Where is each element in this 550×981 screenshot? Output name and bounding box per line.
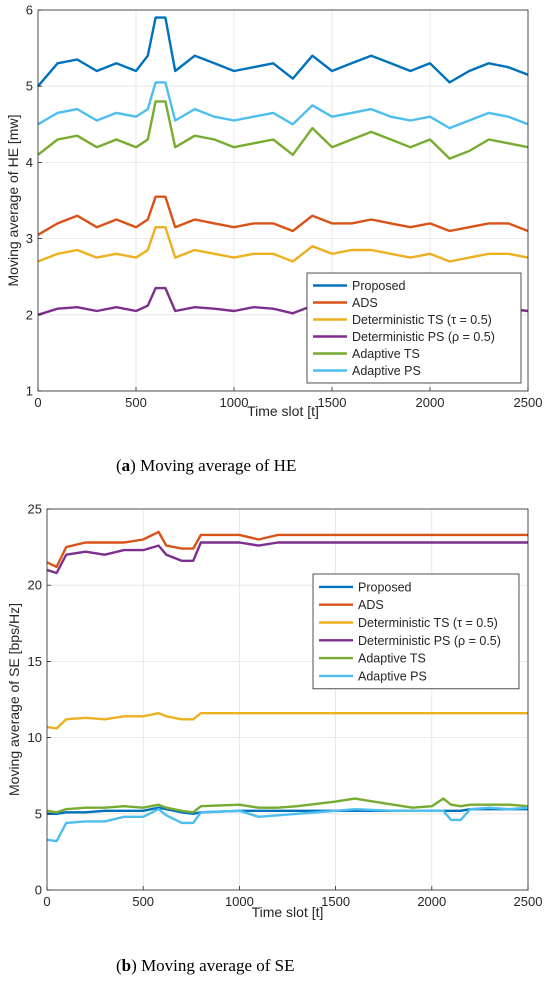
x-tick-label: 500 (132, 894, 154, 909)
legend-label-5: Adaptive PS (352, 364, 421, 378)
legend-label-3: Deterministic PS (ρ = 0.5) (358, 634, 501, 648)
legend-label-0: Proposed (352, 279, 406, 293)
legend-label-3: Deterministic PS (ρ = 0.5) (352, 330, 495, 344)
series-line-2 (37, 225, 529, 263)
legend-label-1: ADS (358, 598, 384, 612)
axes-box (46, 508, 529, 891)
y-tick-label: 0 (35, 883, 42, 898)
x-tick-label: 1000 (225, 894, 254, 909)
y-tick-label: 3 (26, 231, 33, 246)
x-tick-label: 1000 (220, 395, 249, 410)
y-tick-label: 5 (35, 806, 42, 821)
series-line-5 (37, 81, 529, 130)
legend-label-2: Deterministic TS (τ = 0.5) (358, 616, 498, 630)
x-tick-label: 1500 (321, 894, 350, 909)
caption-se: (b) Moving average of SE (116, 956, 295, 975)
series-line-0 (37, 16, 529, 87)
caption-he: (a) Moving average of HE (116, 456, 296, 475)
plot-area (47, 509, 528, 890)
series-line-3 (46, 541, 528, 575)
legend-label-4: Adaptive TS (352, 347, 420, 361)
legend-box (312, 573, 520, 690)
y-axis-label: Moving average of HE [mw] (5, 115, 21, 287)
x-tick-label: 500 (125, 395, 147, 410)
x-tick-label: 0 (34, 395, 41, 410)
x-tick-label: 2500 (514, 395, 543, 410)
chart-se: 0 500 1000 1500 2000 2500 0 5 10 15 20 25 Time slot … (6, 502, 542, 921)
x-axis-label: Time slot [t] (252, 904, 324, 920)
x-tick-label: 0 (43, 894, 50, 909)
legend-label-2: Deterministic TS (τ = 0.5) (352, 313, 492, 327)
legend-label-5: Adaptive PS (358, 669, 427, 683)
y-tick-label: 2 (26, 307, 33, 322)
y-tick-label: 10 (28, 730, 42, 745)
series-line-1 (46, 530, 528, 569)
x-tick-label: 2000 (416, 395, 445, 410)
y-tick-label: 6 (26, 3, 33, 18)
y-tick-label: 5 (26, 79, 33, 94)
series-line-4 (37, 100, 529, 160)
x-tick-label: 1500 (318, 395, 347, 410)
legend-label-0: Proposed (358, 580, 412, 594)
y-tick-label: 20 (28, 578, 42, 593)
legend-box (306, 272, 522, 384)
y-tick-label: 25 (28, 502, 42, 517)
axes-box (37, 9, 529, 392)
series-line-5 (46, 806, 529, 843)
legend-label-4: Adaptive TS (358, 652, 426, 666)
x-tick-label: 2500 (514, 894, 543, 909)
series-line-2 (46, 712, 528, 730)
series-line-4 (46, 797, 529, 814)
y-axis-label: Moving average of SE [bps/Hz] (6, 603, 22, 796)
y-tick-label: 1 (26, 384, 33, 399)
series-line-1 (37, 195, 529, 236)
y-tick-label: 15 (28, 654, 42, 669)
series-line-0 (47, 806, 528, 815)
x-tick-label: 2000 (417, 894, 446, 909)
chart-he: 0 500 1000 1500 2000 2500 1 2 3 4 5 6 Time slot [t] M… (5, 3, 542, 420)
x-axis-label: Time slot [t] (247, 403, 319, 419)
y-tick-label: 4 (26, 155, 33, 170)
legend-label-1: ADS (352, 296, 378, 310)
